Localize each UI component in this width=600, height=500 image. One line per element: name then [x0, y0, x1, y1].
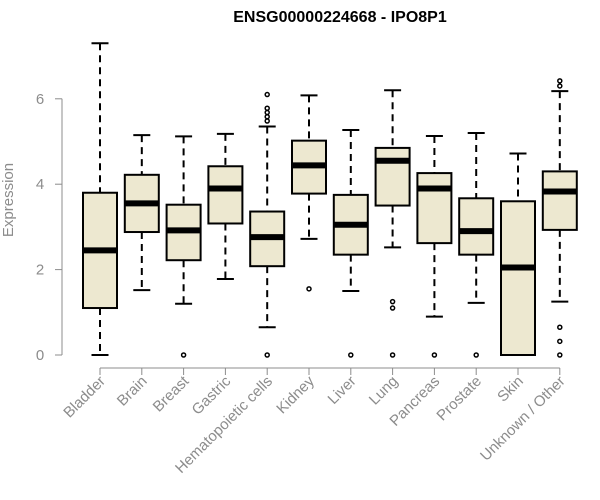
outlier-point — [264, 113, 270, 120]
outlier-point — [431, 352, 438, 358]
box-hematopoietic-cells — [249, 91, 286, 358]
y-tick-label: 6 — [36, 91, 44, 108]
outlier-point — [306, 286, 312, 292]
boxes-group — [82, 42, 578, 358]
y-tick-label: 2 — [36, 262, 44, 279]
box-kidney — [291, 94, 327, 292]
y-axis-label: Expression — [0, 163, 17, 237]
outlier-point — [264, 109, 270, 116]
outlier-point — [264, 91, 270, 98]
y-tick-label: 0 — [36, 347, 44, 364]
outlier-point — [389, 298, 396, 305]
x-tick-label: Liver — [325, 373, 360, 408]
outlier-point — [264, 105, 270, 111]
iqr-box — [458, 197, 495, 256]
box-brain — [123, 134, 160, 292]
outlier-point — [348, 352, 354, 358]
outlier-point — [557, 338, 563, 345]
iqr-box — [374, 146, 411, 207]
y-tick-label: 4 — [36, 176, 44, 193]
box-gastric — [207, 132, 244, 280]
outlier-point — [473, 352, 479, 358]
iqr-box — [541, 170, 578, 231]
outlier-point — [557, 83, 563, 89]
outlier-point — [180, 352, 187, 358]
outlier-point — [264, 118, 270, 124]
iqr-box — [416, 172, 453, 245]
outlier-point — [557, 352, 563, 358]
box-prostate — [458, 131, 495, 358]
y-axis: 0 2 4 6 — [36, 91, 63, 364]
x-tick-label: Lung — [366, 373, 402, 409]
outlier-point — [557, 78, 563, 84]
x-tick-label: Kidney — [273, 372, 318, 417]
iqr-box — [500, 200, 536, 356]
x-tick-label: Brain — [114, 373, 151, 410]
iqr-box — [207, 165, 244, 225]
box-unknown-other — [541, 78, 578, 358]
outlier-point — [264, 352, 270, 358]
box-lung — [374, 89, 411, 358]
x-tick-label: Skin — [494, 373, 527, 406]
outlier-point — [389, 352, 396, 358]
x-tick-label: Bladder — [60, 373, 109, 422]
outlier-point — [389, 305, 396, 311]
box-bladder — [82, 42, 118, 356]
box-breast — [165, 135, 202, 358]
chart-title: ENSG00000224668 - IPO8P1 — [233, 9, 447, 26]
box-liver — [332, 128, 369, 358]
box-pancreas — [416, 134, 453, 358]
x-tick-label: Breast — [150, 372, 193, 415]
x-tick-label: Prostate — [433, 373, 485, 425]
box-skin — [500, 152, 536, 356]
outlier-point — [557, 324, 563, 330]
